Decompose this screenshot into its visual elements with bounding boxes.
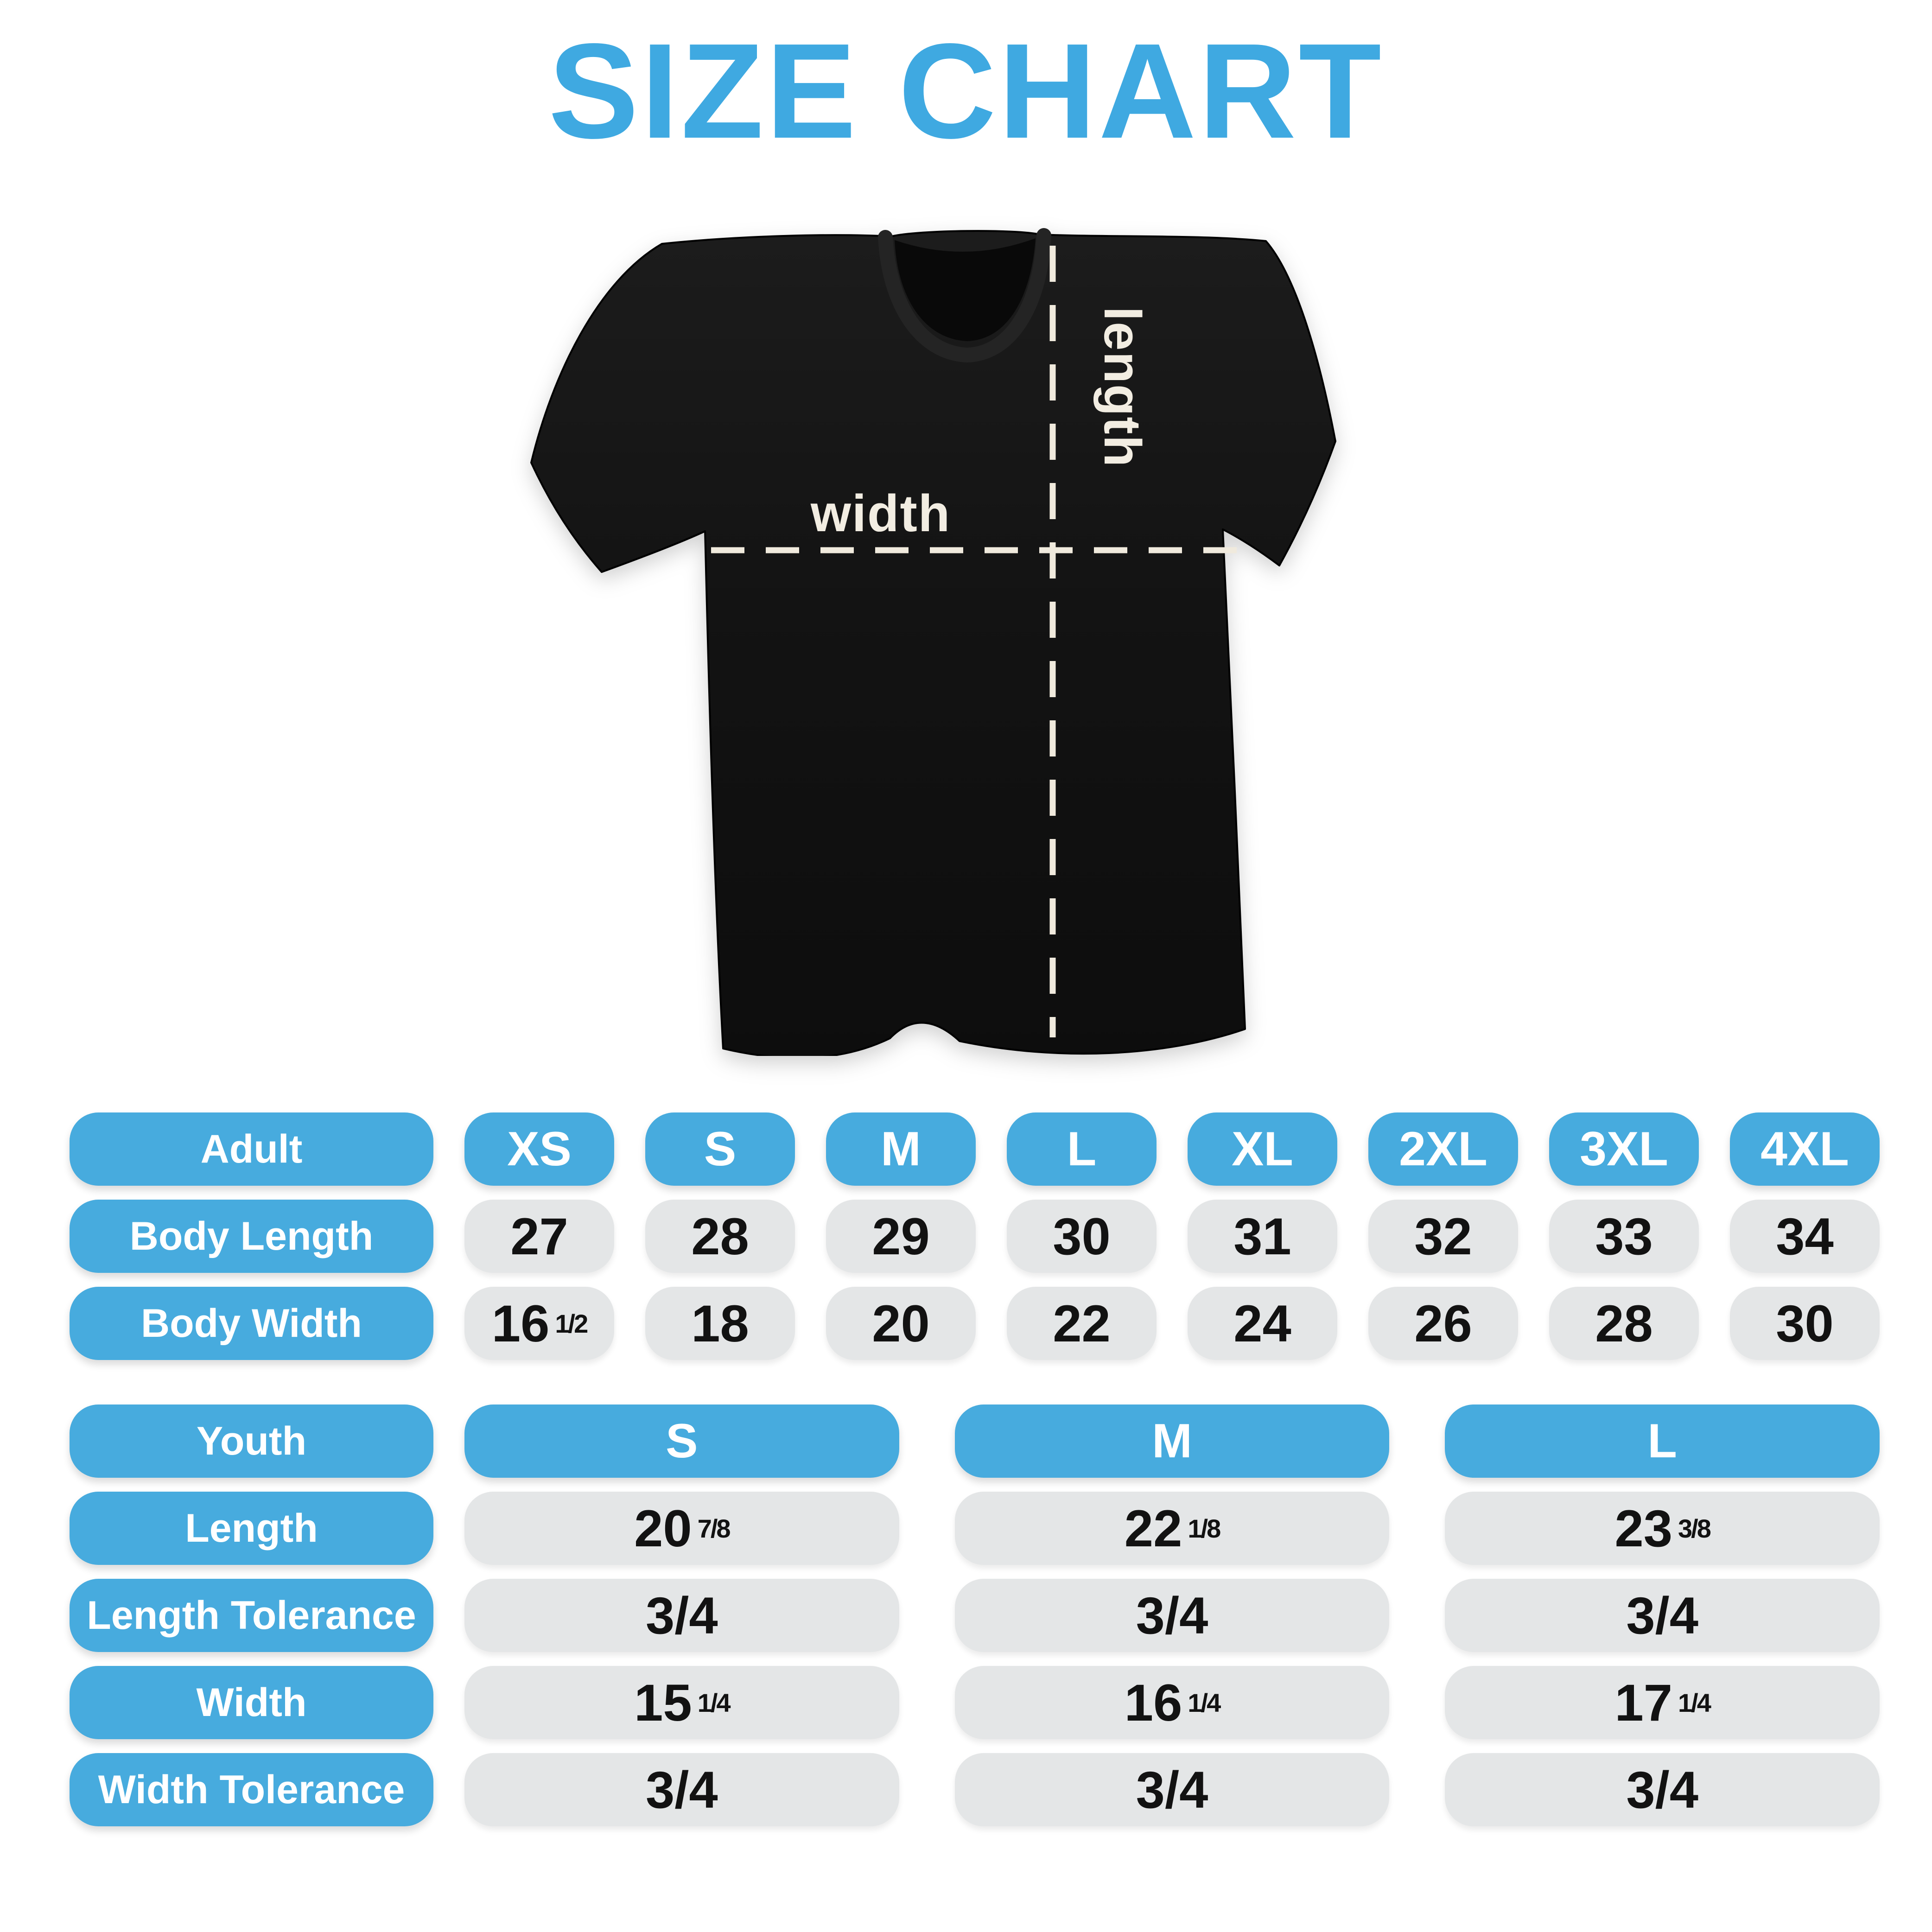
size-cell: 22 (1007, 1287, 1157, 1360)
size-cell: 22 1/8 (954, 1492, 1390, 1565)
size-cell: 3/4 (464, 1753, 899, 1826)
size-cell: 32 (1368, 1200, 1518, 1273)
tshirt-graphic: width length (530, 228, 1336, 1056)
size-cell: 16 1/4 (954, 1666, 1390, 1739)
size-cell: 31 (1188, 1200, 1337, 1273)
adult-size-2xl: 2XL (1368, 1112, 1518, 1186)
row-label: Body Width (70, 1287, 433, 1360)
neck-hole (895, 238, 1036, 341)
size-cell: 23 3/8 (1445, 1492, 1880, 1565)
adult-size-l: L (1007, 1112, 1157, 1186)
size-cell: 33 (1549, 1200, 1699, 1273)
adult-table: Adult XS S M L XL 2XL 3XL 4XL Body Lengt… (70, 1112, 1880, 1360)
size-tables: Adult XS S M L XL 2XL 3XL 4XL Body Lengt… (70, 1112, 1880, 1826)
youth-size-s: S (464, 1405, 899, 1478)
size-cell: 15 1/4 (464, 1666, 899, 1739)
size-cell: 29 (826, 1200, 976, 1273)
tshirt-measurement-diagram: width length (524, 222, 1340, 1056)
row-label: Length (70, 1492, 433, 1565)
youth-size-l: L (1445, 1405, 1880, 1478)
size-cell: 26 (1368, 1287, 1518, 1360)
adult-size-4xl: 4XL (1730, 1112, 1880, 1186)
page-title: SIZE CHART (548, 15, 1384, 166)
adult-size-xs: XS (464, 1112, 614, 1186)
adult-size-xl: XL (1188, 1112, 1337, 1186)
adult-size-s: S (645, 1112, 795, 1186)
adult-header-row: Adult XS S M L XL 2XL 3XL 4XL (70, 1112, 1880, 1186)
youth-header-row: Youth S M L (70, 1405, 1880, 1478)
size-cell: 3/4 (1445, 1753, 1880, 1826)
size-cell: 17 1/4 (1445, 1666, 1880, 1739)
youth-table: Youth S M L Length 20 7/8 22 1/8 23 3/8 Len… (70, 1405, 1880, 1826)
row-label: Width Tolerance (70, 1753, 433, 1826)
size-cell: 34 (1730, 1200, 1880, 1273)
collar-band (878, 228, 1051, 363)
adult-header-label: Adult (70, 1112, 433, 1186)
size-cell: 3/4 (954, 1753, 1390, 1826)
youth-length-row: Length 20 7/8 22 1/8 23 3/8 (70, 1492, 1880, 1565)
size-cell: 3/4 (464, 1579, 899, 1652)
adult-size-3xl: 3XL (1549, 1112, 1699, 1186)
size-cell: 28 (645, 1200, 795, 1273)
size-cell: 18 (645, 1287, 795, 1360)
size-cell: 3/4 (954, 1579, 1390, 1652)
row-label: Length Tolerance (70, 1579, 433, 1652)
body-width-row: Body Width 16 1/2 18 20 22 24 26 28 30 (70, 1287, 1880, 1360)
adult-size-m: M (826, 1112, 976, 1186)
youth-length-tolerance-row: Length Tolerance 3/4 3/4 3/4 (70, 1579, 1880, 1652)
size-cell: 27 (464, 1200, 614, 1273)
size-cell: 20 (826, 1287, 976, 1360)
length-label: length (1093, 306, 1151, 468)
youth-width-tolerance-row: Width Tolerance 3/4 3/4 3/4 (70, 1753, 1880, 1826)
width-label: width (810, 484, 951, 542)
row-label: Body Length (70, 1200, 433, 1273)
youth-header-label: Youth (70, 1405, 433, 1478)
size-cell: 16 1/2 (464, 1287, 614, 1360)
youth-size-m: M (954, 1405, 1390, 1478)
row-label: Width (70, 1666, 433, 1739)
tshirt-body (530, 230, 1336, 1056)
size-cell: 24 (1188, 1287, 1337, 1360)
size-cell: 30 (1007, 1200, 1157, 1273)
youth-width-row: Width 15 1/4 16 1/4 17 1/4 (70, 1666, 1880, 1739)
size-cell: 20 7/8 (464, 1492, 899, 1565)
size-cell: 28 (1549, 1287, 1699, 1360)
size-cell: 30 (1730, 1287, 1880, 1360)
body-length-row: Body Length 27 28 29 30 31 32 33 34 (70, 1200, 1880, 1273)
size-cell: 3/4 (1445, 1579, 1880, 1652)
